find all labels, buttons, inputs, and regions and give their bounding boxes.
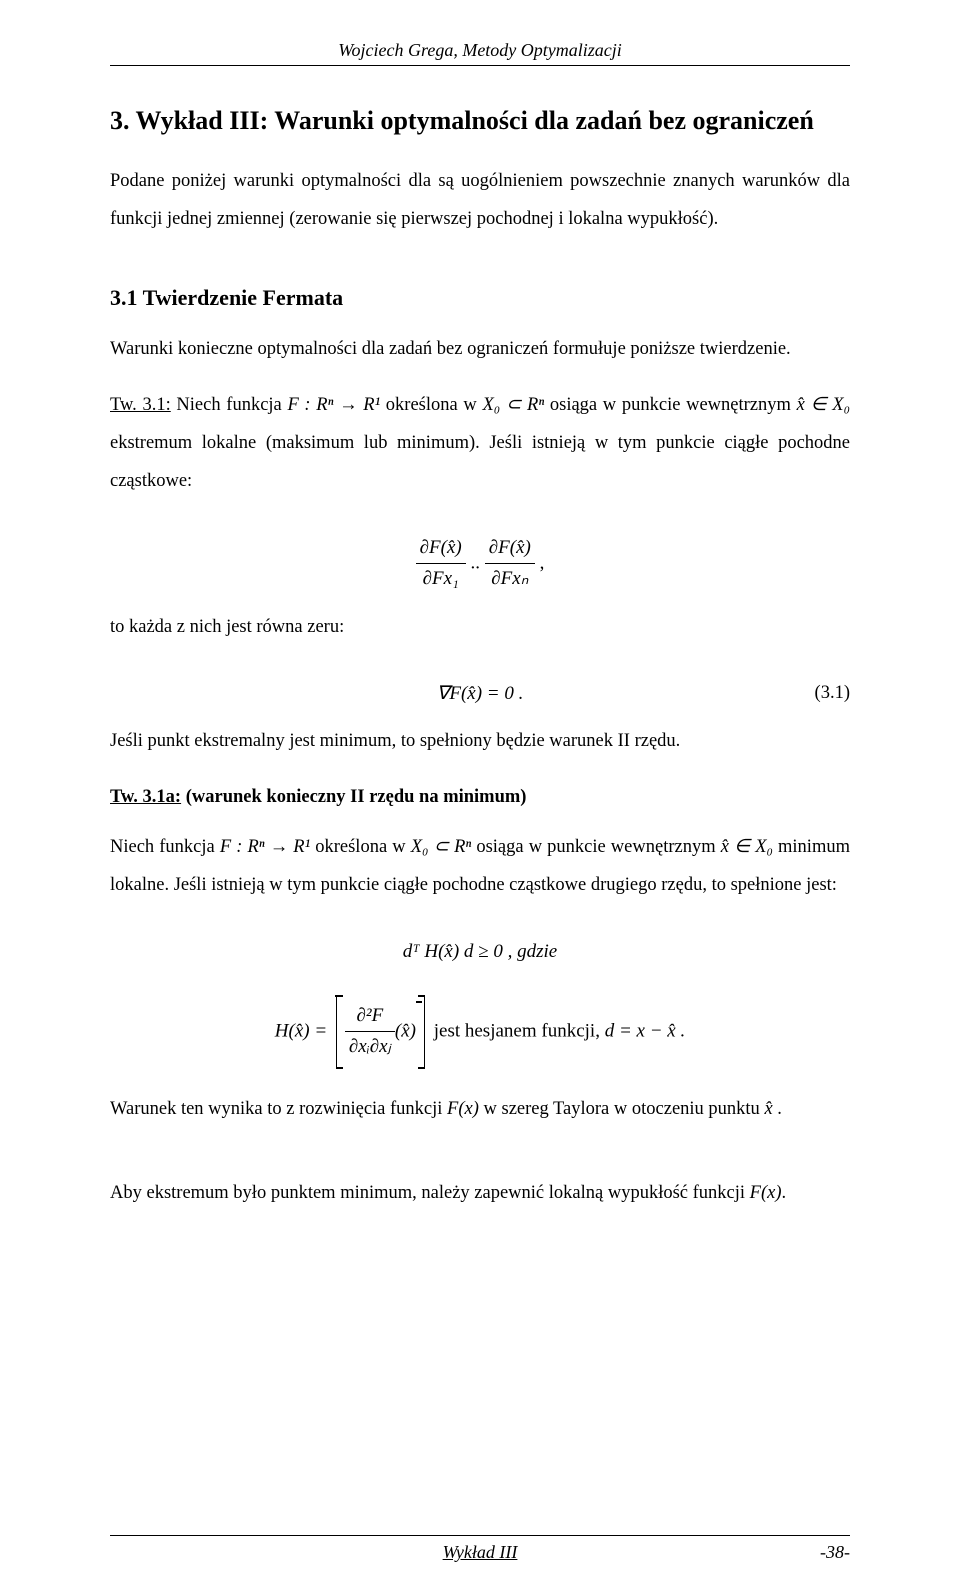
tw-3-1a-text-2: określona w (310, 837, 411, 857)
tw-3-1-point: x̂ ∈ X₀ (797, 395, 850, 415)
tw-3-1a-func: F : Rⁿ → R¹ (220, 837, 310, 857)
taylor-1: Warunek ten wynika to z rozwinięcia funk… (110, 1099, 447, 1119)
each-zero-text: to każda z nich jest równa zeru: (110, 609, 850, 647)
after-eq-text: Jeśli punkt ekstremalny jest minimum, to… (110, 723, 850, 761)
partial-1-den: ∂Fx₁ (416, 564, 466, 594)
hess-d: d = x − x̂ . (605, 1020, 686, 1041)
hessian-quadratic: dᵀ H(x̂) d ≥ 0 , gdzie (110, 937, 850, 967)
partial-n-num: ∂F(x̂) (485, 533, 535, 564)
hess-frac-den: ∂xᵢ∂xⱼ (345, 1032, 395, 1062)
tw-3-1a-point: x̂ ∈ X₀ (721, 837, 773, 857)
section-3-1-intro: Warunki konieczne optymalności dla zadań… (110, 331, 850, 369)
footer-page-number: -38- (820, 1542, 850, 1563)
section-3-1-heading: 3.1 Twierdzenie Fermata (110, 285, 850, 311)
tw-3-1a-text-1: Niech funkcja (110, 837, 220, 857)
partial-1: ∂F(x̂) ∂Fx₁ (416, 533, 466, 595)
partials-row: ∂F(x̂) ∂Fx₁ .. ∂F(x̂) ∂Fxₙ , (110, 533, 850, 595)
tw-3-1-func: F : Rⁿ → R¹ (287, 395, 380, 415)
footer-center: Wykład III (443, 1542, 518, 1563)
conclusion-F: F(x) (750, 1183, 782, 1203)
taylor-xhat: x̂ (764, 1099, 772, 1119)
hess-frac: ∂²F ∂xᵢ∂xⱼ (345, 1001, 395, 1063)
eq-3-1: ∇F(x̂) = 0 . (3.1) (110, 679, 850, 709)
taylor-2: w szereg Taylora w otoczeniu punktu (479, 1099, 765, 1119)
tw-3-1a-label: Tw. 3.1a: (110, 787, 181, 807)
partials-dots: .. (471, 552, 485, 573)
page-title: 3. Wykład III: Warunki optymalności dla … (110, 96, 850, 145)
hess-rhs-text: jest hesjanem funkcji, (434, 1020, 605, 1041)
title-number: 3. (110, 106, 130, 135)
running-header: Wojciech Grega, Metody Optymalizacji (110, 40, 850, 66)
tw-3-1-text-2: określona w (380, 395, 482, 415)
tw-3-1-label: Tw. 3.1: (110, 395, 171, 415)
tw-3-1-set: X₀ ⊂ Rⁿ (482, 395, 544, 415)
hess-quad-expr: dᵀ H(x̂) d ≥ 0 , gdzie (403, 941, 557, 962)
taylor-3: . (773, 1099, 782, 1119)
hess-lhs: H(x̂) = (275, 1020, 332, 1041)
theorem-3-1a-heading: Tw. 3.1a: (warunek konieczny II rzędu na… (110, 779, 850, 817)
tw-3-1a-title: (warunek konieczny II rzędu na minimum) (181, 787, 526, 807)
intro-paragraph: Podane poniżej warunki optymalności dla … (110, 163, 850, 239)
tw-3-1a-set: X₀ ⊂ Rⁿ (411, 837, 472, 857)
conclusion-2: . (782, 1183, 787, 1203)
partials-comma: , (540, 552, 545, 573)
partial-1-num: ∂F(x̂) (416, 533, 466, 564)
title-text: Wykład III: Warunki optymalności dla zad… (136, 106, 814, 135)
tw-3-1-text-3: osiąga w punkcie wewnętrznym (544, 395, 796, 415)
hessian-definition: H(x̂) = ∂²F ∂xᵢ∂xⱼ (x̂) jest hesjanem fu… (110, 995, 850, 1069)
hess-arg: (x̂) (395, 1020, 416, 1041)
tw-3-1-text-4: ekstremum lokalne (maksimum lub minimum)… (110, 433, 850, 491)
partial-n: ∂F(x̂) ∂Fxₙ (485, 533, 535, 595)
page-footer: Wykład III -38- (110, 1535, 850, 1563)
taylor-text: Warunek ten wynika to z rozwinięcia funk… (110, 1091, 850, 1129)
hess-frac-num: ∂²F (345, 1001, 395, 1032)
tw-3-1-text-1: Niech funkcja (171, 395, 288, 415)
conclusion-text: Aby ekstremum było punktem minimum, nale… (110, 1175, 850, 1213)
eq-3-1-expr: ∇F(x̂) = 0 . (437, 683, 524, 704)
eq-3-1-number: (3.1) (815, 679, 850, 709)
theorem-3-1a-body: Niech funkcja F : Rⁿ → R¹ określona w X₀… (110, 829, 850, 905)
hessian-bracket: ∂²F ∂xᵢ∂xⱼ (x̂) (336, 995, 425, 1069)
tw-3-1a-text-3: osiąga w punkcie wewnętrznym (471, 837, 720, 857)
partial-n-den: ∂Fxₙ (485, 564, 535, 594)
conclusion-1: Aby ekstremum było punktem minimum, nale… (110, 1183, 750, 1203)
taylor-F: F(x) (447, 1099, 479, 1119)
theorem-3-1: Tw. 3.1: Niech funkcja F : Rⁿ → R¹ okreś… (110, 387, 850, 501)
